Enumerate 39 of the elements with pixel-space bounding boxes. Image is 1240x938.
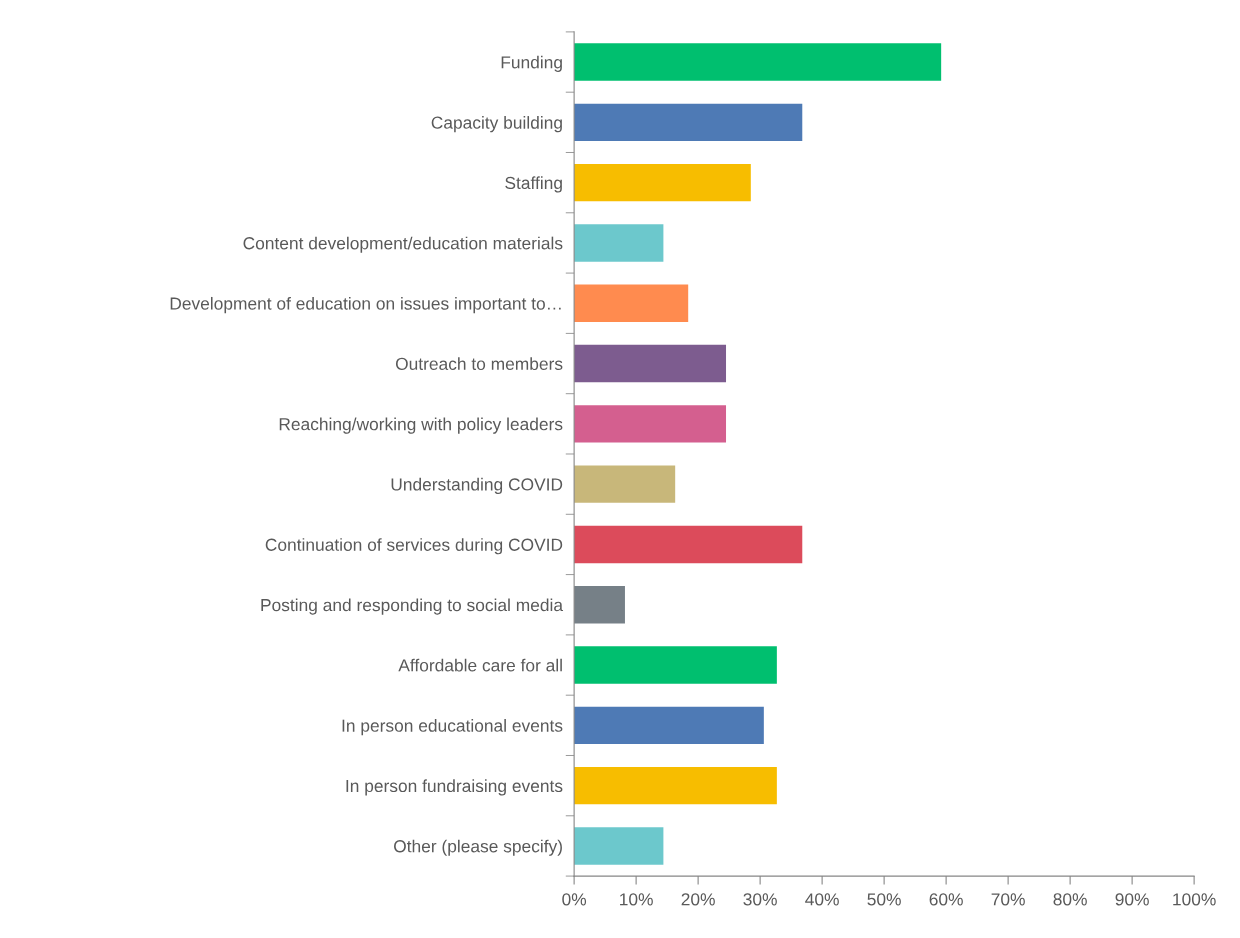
y-tick-label: Content development/education materials xyxy=(243,236,563,253)
bar xyxy=(574,405,727,443)
x-tick-label: 40% xyxy=(805,893,839,906)
y-tick-label: In person fundraising events xyxy=(346,779,563,796)
y-tick-label: Understanding COVID xyxy=(391,477,563,495)
x-tick-label: 100% xyxy=(1173,893,1216,906)
bar xyxy=(574,284,689,322)
bar xyxy=(574,586,625,624)
x-tick-label: 60% xyxy=(929,893,963,906)
x-tick-label: 50% xyxy=(867,893,901,906)
bar xyxy=(574,163,751,202)
bar xyxy=(574,465,676,503)
y-tick-label: Capacity building xyxy=(431,116,562,133)
y-tick-label: Other (please specify) xyxy=(394,839,562,856)
bar xyxy=(574,525,803,564)
y-tick-label: Posting and responding to social media xyxy=(261,598,564,615)
bar xyxy=(574,43,942,81)
y-tick-label: Affordable care for all xyxy=(398,658,562,672)
x-tick-label: 30% xyxy=(743,893,777,906)
bar xyxy=(574,827,664,865)
y-tick-label: Staffing xyxy=(505,176,562,193)
x-tick-label: 70% xyxy=(991,893,1025,906)
y-tick-label: Outreach to members xyxy=(395,357,563,370)
bar xyxy=(574,103,803,142)
bar xyxy=(574,706,764,745)
bar xyxy=(574,224,664,262)
y-tick-label: Continuation of services during COVID xyxy=(265,538,563,555)
x-tick-label: 10% xyxy=(620,893,653,906)
bar xyxy=(574,646,777,684)
x-tick-label: 80% xyxy=(1053,893,1087,906)
y-tick-label: Development of education on issues important to… xyxy=(170,296,561,314)
y-tick-label: In person educational events xyxy=(342,719,563,736)
y-tick-label: Funding xyxy=(501,55,562,72)
bar xyxy=(574,344,727,383)
y-tick-label: Reaching/working with policy leaders xyxy=(279,417,563,434)
bar xyxy=(574,766,777,805)
x-tick-label: 90% xyxy=(1115,893,1149,906)
x-tick-label: 20% xyxy=(681,893,715,906)
x-tick-label: 0% xyxy=(562,893,587,906)
